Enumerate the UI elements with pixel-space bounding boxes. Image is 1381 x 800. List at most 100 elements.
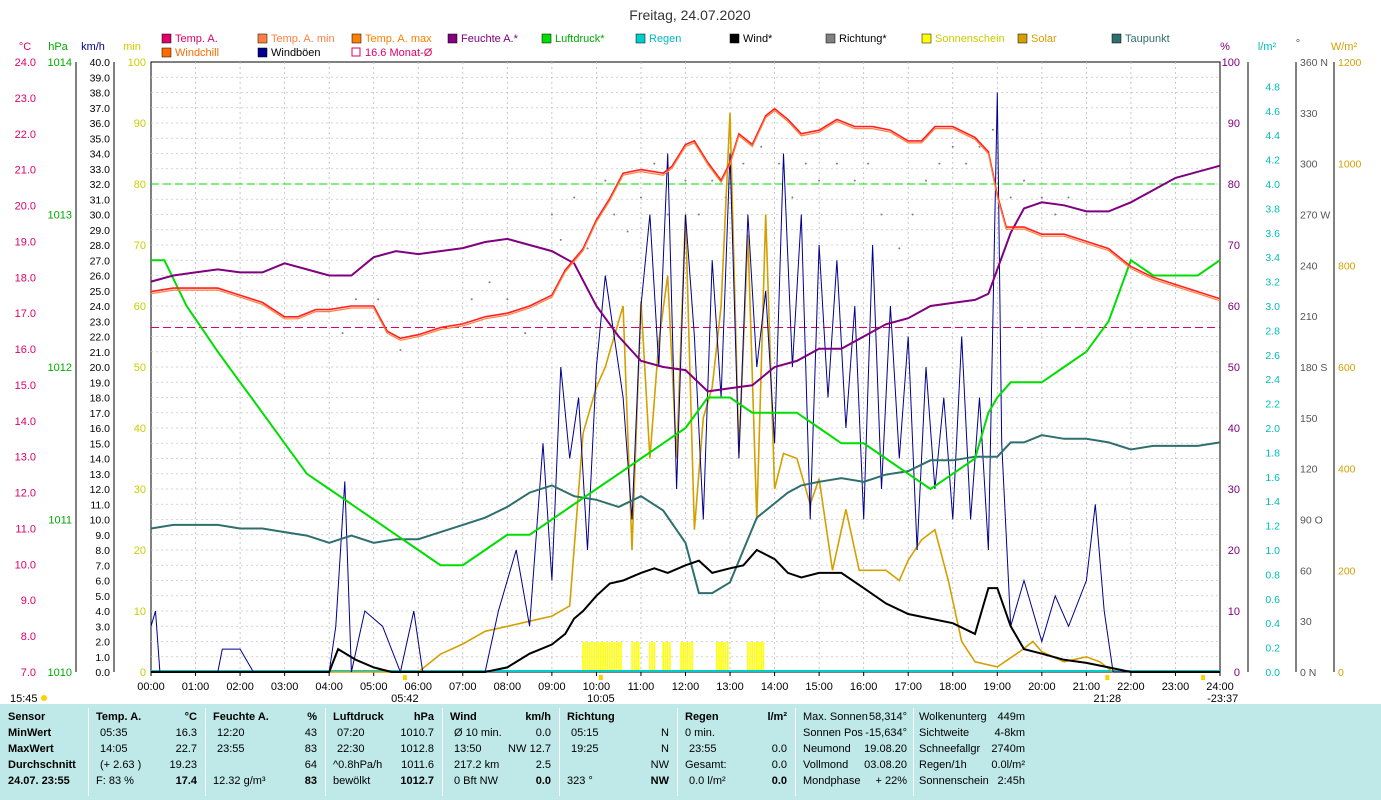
press-header: Luftdruck	[333, 711, 384, 723]
humid-avg-value: 64	[304, 759, 317, 771]
wind-tick: 1.0	[95, 652, 110, 664]
humidity-column: Feuchte A. % 12:20 43 23:55 83 64 12.32 …	[207, 704, 325, 800]
misc-value-4: 2:45h	[997, 775, 1025, 787]
direction-point	[639, 196, 642, 199]
unit-degree: °	[1296, 38, 1300, 50]
x-tick-label: 15:00	[805, 681, 833, 693]
x-tick-label: 09:00	[538, 681, 566, 693]
legend-swatch	[1111, 33, 1122, 44]
temp-tick: 10.0	[15, 559, 36, 571]
unit-wind: km/h	[81, 41, 105, 53]
press-min-time: 07:20	[337, 727, 365, 739]
degree-tick: 240	[1300, 260, 1318, 272]
minutes-tick: 20	[134, 545, 146, 557]
wind-header: Wind	[450, 711, 477, 723]
unit-solar: W/m²	[1331, 41, 1358, 53]
temp-unit: °C	[184, 711, 197, 723]
legend-swatch	[161, 33, 172, 44]
temp-tick: 12.0	[15, 488, 36, 500]
direction-point	[804, 162, 807, 165]
rain-tick: 3.4	[1265, 252, 1280, 264]
direction-point	[760, 145, 763, 148]
direction-point	[835, 162, 838, 165]
marker-label-3: -23:37	[1207, 693, 1238, 704]
pressure-tick: 1014	[48, 57, 72, 69]
rain-total-value: 0.0	[771, 759, 787, 771]
wind-tick: 29.0	[90, 225, 111, 237]
press-min-value: 1010.7	[400, 727, 434, 739]
minutes-tick: 60	[134, 301, 146, 313]
percent-tick: 90	[1228, 118, 1240, 130]
degree-tick: 30	[1300, 616, 1312, 628]
wind-unit: km/h	[525, 711, 551, 723]
percent-tick: 60	[1228, 301, 1240, 313]
astro-label-1: Sonnen Pos	[803, 727, 863, 739]
press-max-time: 22:30	[337, 743, 365, 755]
footer-left-time: 15:45	[10, 693, 38, 704]
pressure-tick: 1011	[48, 515, 72, 527]
direction-point	[1085, 213, 1088, 216]
wind-max-time: 13:50	[454, 743, 482, 755]
marker-label-2: 21:28	[1094, 693, 1122, 704]
degree-tick: 270 W	[1300, 210, 1330, 222]
wind-tick: 20.0	[90, 362, 111, 374]
temp-max-time: 14:05	[100, 743, 128, 755]
x-tick-label: 13:00	[716, 681, 744, 693]
solar-tick: 400	[1338, 464, 1356, 476]
astro-value-0: 58,314°	[868, 711, 907, 723]
x-tick-label: 16:00	[850, 681, 878, 693]
wind-avg-label: Ø 10 min.	[454, 727, 502, 739]
x-tick-label: 03:00	[271, 681, 299, 693]
legend-label-7: Richtung*	[839, 33, 887, 45]
weather-chart: Freitag, 24.07.2020 Temp. A. Temp. A. min T…	[10, 7, 1362, 704]
pressure-tick: 1013	[48, 210, 72, 222]
temp-tick: 17.0	[15, 308, 36, 320]
direction-point	[791, 196, 794, 199]
wind-current: 0.0	[535, 775, 551, 787]
pressure-tick: 1012	[48, 362, 72, 374]
series-windchill	[150, 109, 1221, 341]
rain-tick: 2.8	[1265, 325, 1280, 337]
humid-min-value: 43	[304, 727, 317, 739]
marker-label-0: 05:42	[391, 693, 419, 704]
dir-max-time: 19:25	[571, 743, 599, 755]
x-tick-label: 14:00	[761, 681, 789, 693]
humid-current: 83	[304, 775, 317, 787]
temp-tick: 9.0	[21, 595, 36, 607]
marker-1	[598, 675, 603, 680]
direction-point	[778, 162, 781, 165]
legend-label-4: Luftdruck*	[555, 33, 605, 45]
direction-point	[1023, 179, 1026, 182]
direction-point	[697, 213, 700, 216]
press-unit: hPa	[413, 711, 434, 723]
misc-column: Wolkenunterg 449m Sichtweite 4-8km Schne…	[915, 704, 1031, 800]
direction-point	[666, 213, 669, 216]
min-label: MinWert	[8, 727, 52, 739]
direction-point	[1040, 196, 1043, 199]
marker-3	[1201, 675, 1206, 680]
wind-tick: 31.0	[90, 194, 111, 206]
rain-tick: 1.6	[1265, 472, 1280, 484]
dir-current: NW	[650, 775, 669, 787]
misc-label-3: Regen/1h	[919, 759, 967, 771]
rain-tick: 0.6	[1265, 594, 1280, 606]
x-tick-label: 05:00	[360, 681, 388, 693]
wind-run: 217.2 km	[454, 759, 500, 771]
dir-max-value: N	[661, 743, 669, 755]
astro-value-1: -15,634°	[865, 727, 907, 739]
rain-tick: 3.8	[1265, 203, 1280, 215]
legend-label-9: Solar	[1031, 33, 1057, 45]
wind-avg-value: 0.0	[535, 727, 551, 739]
direction-point	[742, 162, 745, 165]
wind-tick: 22.0	[90, 332, 111, 344]
wind-tick: 12.0	[90, 484, 111, 496]
sun-icon	[41, 695, 47, 701]
humid-header: Feuchte A.	[213, 711, 269, 723]
direction-point	[586, 247, 589, 250]
humid-unit: %	[307, 711, 317, 723]
statistics-panel: Sensor MinWert MaxWert Durchschnitt 24.0…	[0, 704, 1381, 800]
degree-tick: 180 S	[1300, 362, 1327, 374]
degree-tick: 210	[1300, 311, 1318, 323]
direction-point	[559, 238, 562, 241]
rain-tick: 2.0	[1265, 423, 1280, 435]
